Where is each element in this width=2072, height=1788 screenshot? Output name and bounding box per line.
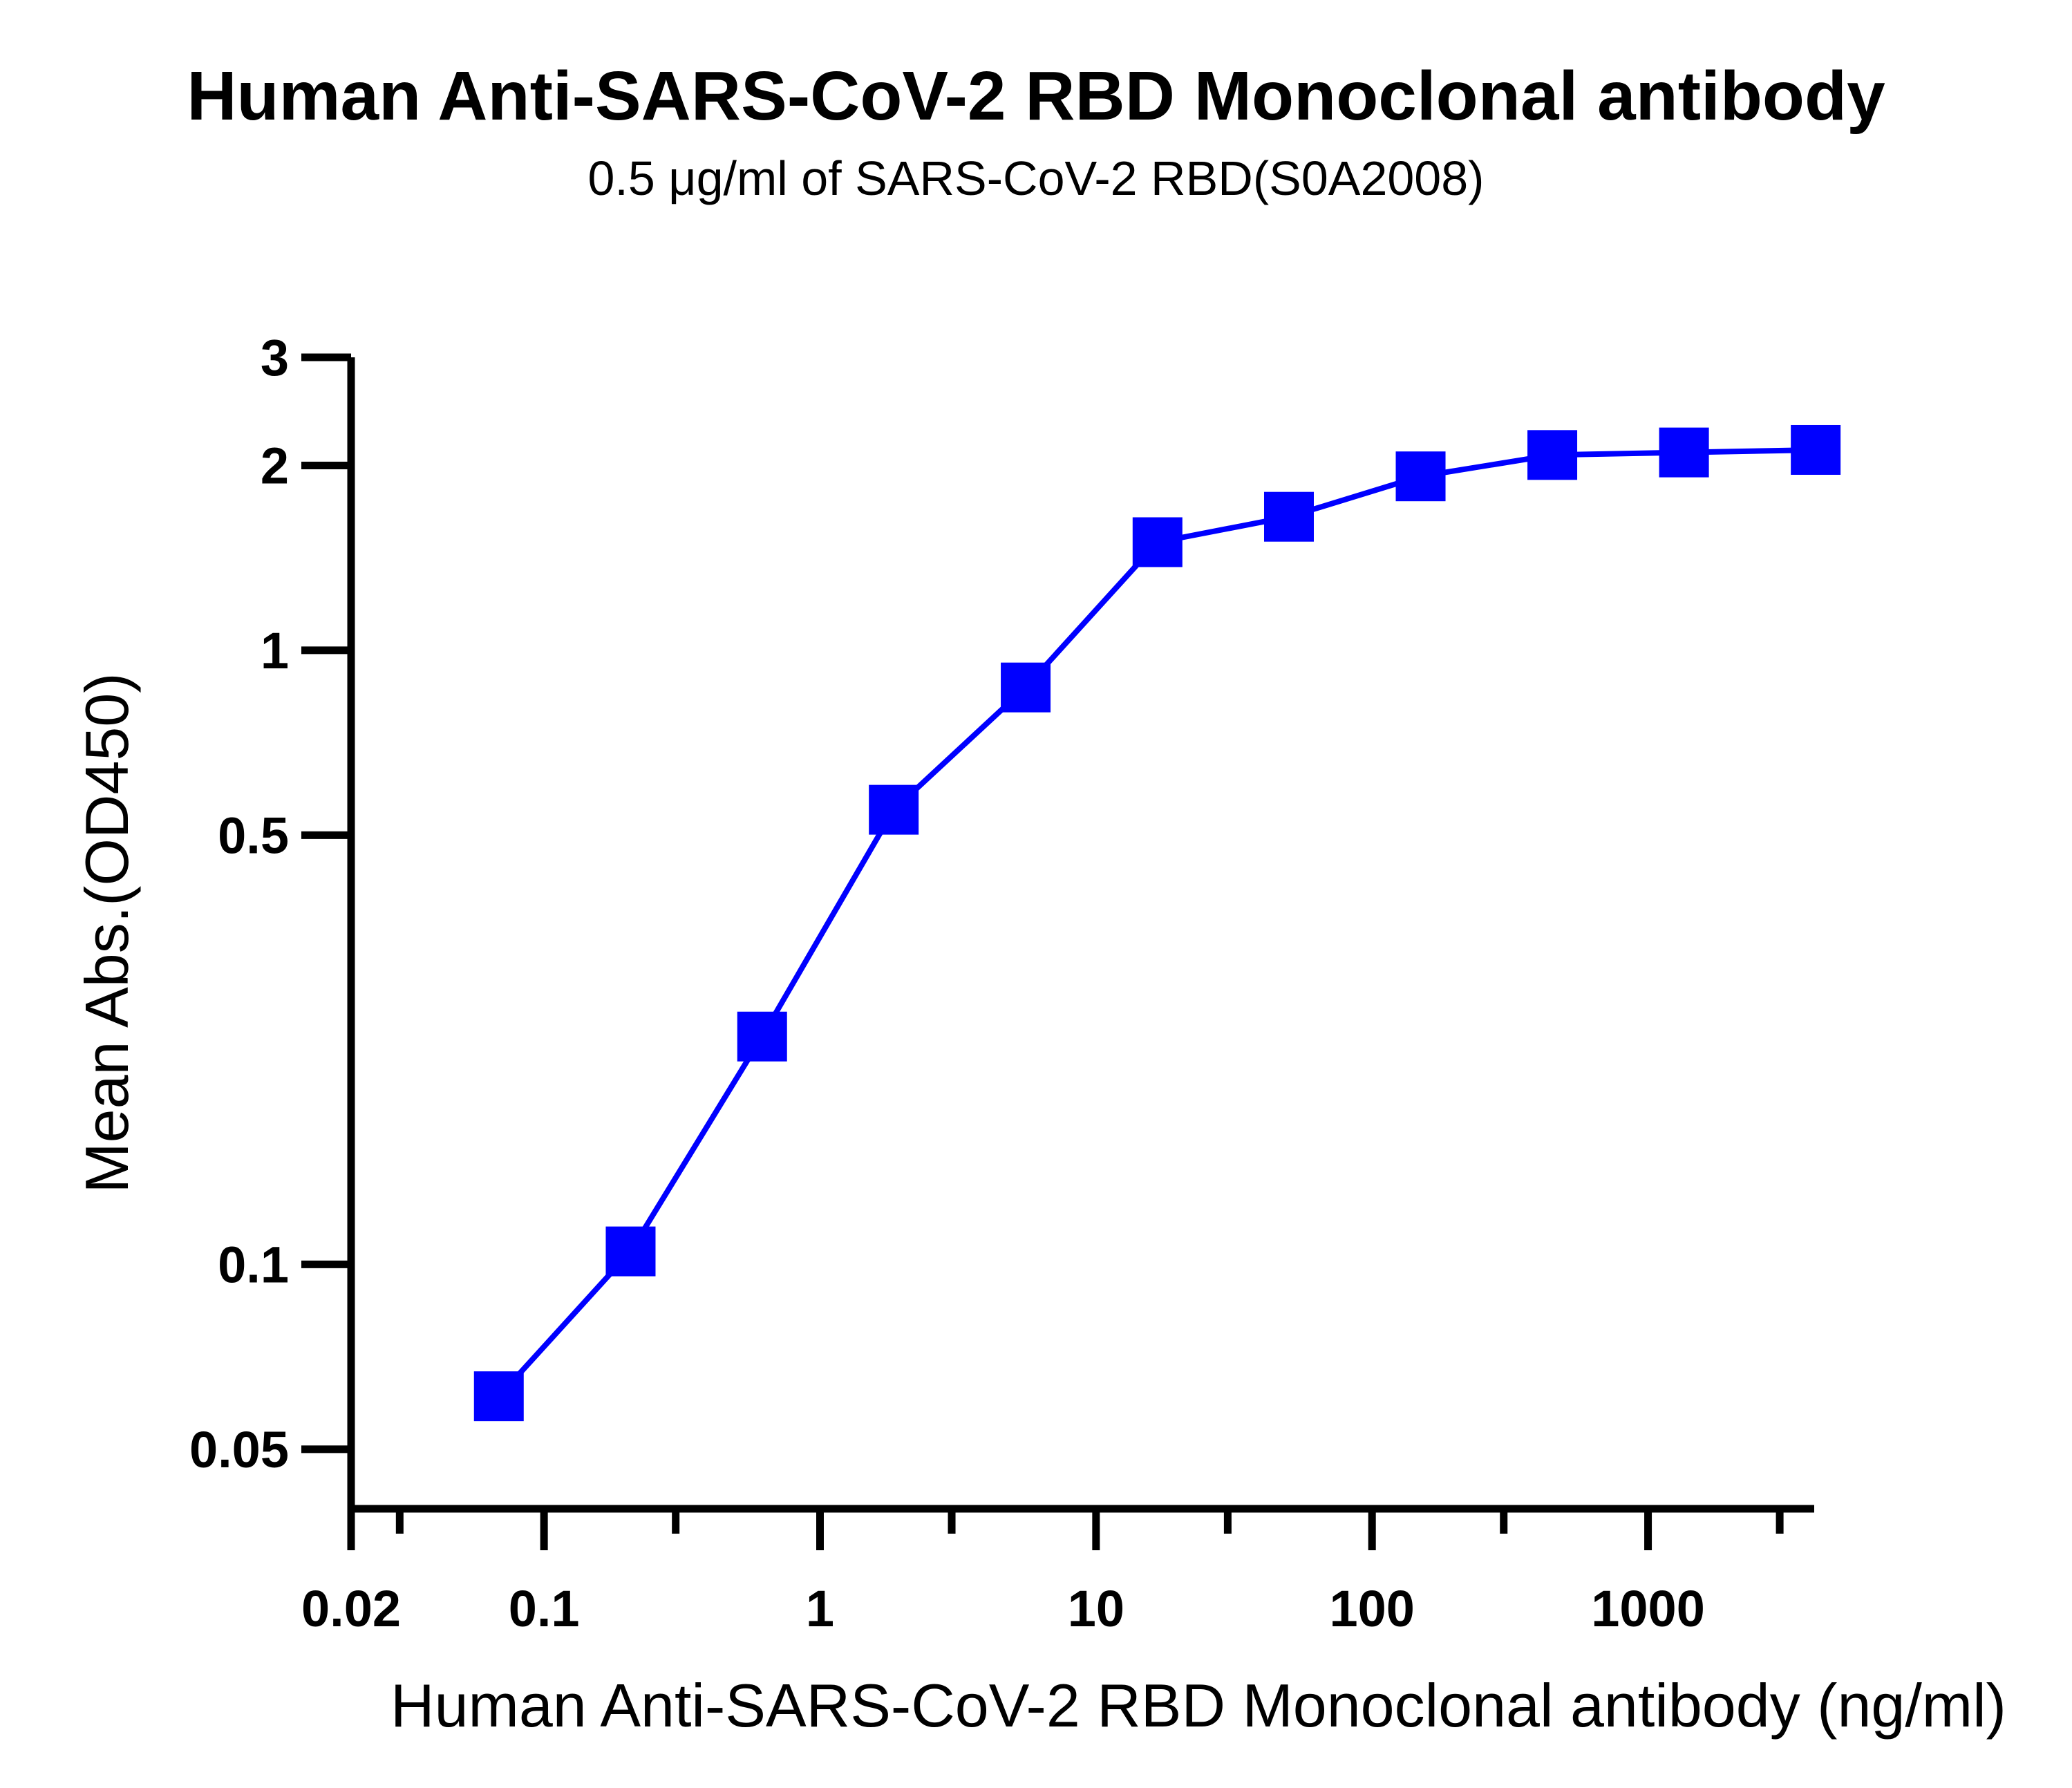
y-tick-label: 0.5 — [218, 807, 289, 864]
y-tick-label: 0.1 — [218, 1236, 289, 1293]
data-point-marker — [1001, 662, 1051, 713]
series-line — [496, 447, 1816, 1398]
chart-subtitle: 0.5 μg/ml of SARS-CoV-2 RBD(S0A2008) — [587, 151, 1485, 205]
y-tick-label: 1 — [261, 622, 289, 679]
data-point-marker — [737, 1011, 787, 1062]
y-axis-title: Mean Abs.(OD450) — [73, 672, 141, 1193]
data-point-marker — [1263, 491, 1314, 542]
y-tick-label: 0.05 — [189, 1421, 289, 1478]
x-axis-title: Human Anti-SARS-CoV-2 RBD Monoclonal ant… — [390, 1671, 2006, 1740]
x-tick-label: 10 — [1068, 1580, 1124, 1637]
x-tick-label: 0.1 — [509, 1580, 580, 1637]
data-point-marker — [1132, 517, 1183, 567]
x-tick-label: 100 — [1329, 1580, 1414, 1637]
chart-title: Human Anti-SARS-CoV-2 RBD Monoclonal ant… — [187, 57, 1885, 135]
data-point-marker — [1659, 427, 1709, 478]
data-point-marker — [605, 1226, 656, 1277]
y-tick-label: 2 — [261, 437, 289, 494]
y-tick-label: 3 — [261, 329, 289, 386]
data-point-marker — [869, 784, 919, 835]
x-tick-label: 1000 — [1591, 1580, 1705, 1637]
data-point-marker — [1395, 451, 1446, 502]
data-point-marker — [1527, 430, 1578, 480]
x-tick-label: 0.02 — [301, 1580, 401, 1637]
data-point-marker — [473, 1371, 524, 1422]
x-tick-label: 1 — [806, 1580, 834, 1637]
data-point-marker — [1791, 424, 1841, 475]
